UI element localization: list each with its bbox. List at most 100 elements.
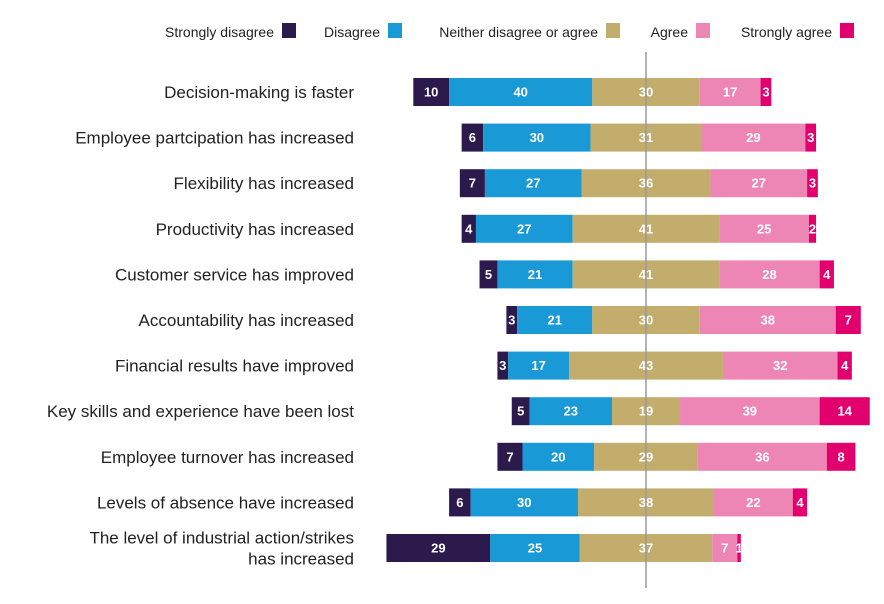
data-label: 5 [485,267,492,282]
data-label: 27 [517,221,531,236]
category-label: has increased [248,550,354,569]
data-label: 2 [809,221,816,236]
category-label: Decision-making is faster [164,83,354,102]
bar-segment-agree [712,534,738,562]
bars: 10 40 30 17 36 30 31 29 37 27 36 27 34 27 41 25 25 21 41 28… [386,78,870,562]
bar-segment-agree [680,397,820,426]
data-label: 7 [506,449,513,464]
data-label: 4 [796,495,804,510]
data-label: 40 [513,85,527,100]
legend-label-disagree: Disagree [324,24,380,40]
legend-swatch-agree [696,23,710,38]
bar-segment-strongly-disagree [511,397,530,426]
legend-label-agree: Agree [651,24,689,40]
category-label: Customer service has improved [115,265,354,284]
category-label: The level of industrial action/strikes [89,529,354,548]
category-label: Employee partcipation has increased [75,129,354,148]
bar-segment-agree [722,351,838,380]
bar-segment-disagree [490,534,580,562]
category-label: Productivity has increased [156,220,354,239]
legend-label-strongly-agree: Strongly agree [741,24,832,40]
legend-label-strongly-disagree: Strongly disagree [165,24,274,40]
data-label: 30 [517,495,531,510]
data-label: 4 [465,221,473,236]
data-label: 3 [762,85,769,100]
category-label: Employee turnover has increased [101,448,354,467]
category-labels: Decision-making is faster Employee partci… [47,83,354,569]
bar-segment-strongly-agree [737,534,741,562]
data-label: 21 [528,267,542,282]
bar-segment-strongly-disagree [497,442,523,471]
category-label: Financial results have improved [115,357,354,376]
category-label: Accountability has increased [139,311,354,330]
bar-segment-agree [701,123,806,152]
data-label: 32 [773,358,787,373]
bar-segment-disagree [522,442,595,471]
bar-segment-disagree [470,488,578,517]
bar-segment-disagree [449,78,593,106]
data-label: 25 [528,541,542,556]
data-label: 3 [508,313,515,328]
data-label: 4 [841,358,849,373]
bar-segment-disagree [508,351,570,380]
data-label: 23 [564,404,578,419]
data-label: 6 [469,130,476,145]
bar-segment-agree [699,306,836,334]
bar-segment-strongly-agree [792,488,808,517]
bar-segment-agree [719,260,820,289]
data-label: 10 [424,85,438,100]
bar-segment-agree [697,442,827,471]
data-label: 7 [845,313,852,328]
data-label: 3 [809,176,816,191]
data-label: 29 [746,130,760,145]
bar-segment-strongly-agree [807,169,818,198]
bar-segment-strongly-disagree [413,78,450,106]
data-label: 36 [755,449,769,464]
data-label: 25 [757,221,771,236]
data-label: 8 [837,449,844,464]
bar-segment-strongly-disagree [479,260,498,289]
bar-segment-strongly-agree [805,123,817,152]
data-label: 3 [807,130,814,145]
bar-segment-strongly-disagree [461,214,476,243]
data-label: 3 [499,358,506,373]
data-label: 17 [531,358,545,373]
legend-swatch-strongly-agree [840,23,854,38]
bar-segment-agree [699,78,761,106]
category-label: Flexibility has increased [174,174,354,193]
data-label: 38 [760,313,774,328]
data-label: 14 [837,404,852,419]
bar-segment-strongly-disagree [386,534,491,562]
bar-segment-disagree [483,123,591,152]
category-label: Key skills and experience have been lost [47,402,354,421]
bar-segment-strongly-agree [819,397,870,426]
category-label: Levels of absence have increased [97,493,354,512]
bar-segment-disagree [529,397,612,426]
bar-segment-disagree [484,169,582,198]
data-label: 29 [431,541,445,556]
bar-segment-strongly-disagree [506,306,518,334]
data-label: 30 [530,130,544,145]
legend-swatch-disagree [388,23,402,38]
bar-segment-strongly-disagree [449,488,471,517]
data-label: 22 [746,495,760,510]
bar-segment-agree [710,169,808,198]
data-label: 6 [456,495,463,510]
data-label: 17 [723,85,737,100]
legend-label-neither-disagree-or-agree: Neither disagree or agree [439,24,598,40]
bar-segment-strongly-agree [819,260,834,289]
data-label: 20 [551,449,565,464]
bar-segment-strongly-disagree [461,123,484,152]
bar-segment-strongly-agree [808,214,817,243]
bar-segment-agree [719,214,809,243]
data-label: 21 [547,313,561,328]
data-label: 4 [823,267,831,282]
bar-segment-agree [714,488,793,517]
bar-segment-strongly-agree [760,78,772,106]
data-label: 7 [721,541,728,556]
bar-segment-strongly-agree [835,306,861,334]
bar-segment-disagree [517,306,593,334]
data-label: 39 [743,404,757,419]
data-label: 7 [469,176,476,191]
